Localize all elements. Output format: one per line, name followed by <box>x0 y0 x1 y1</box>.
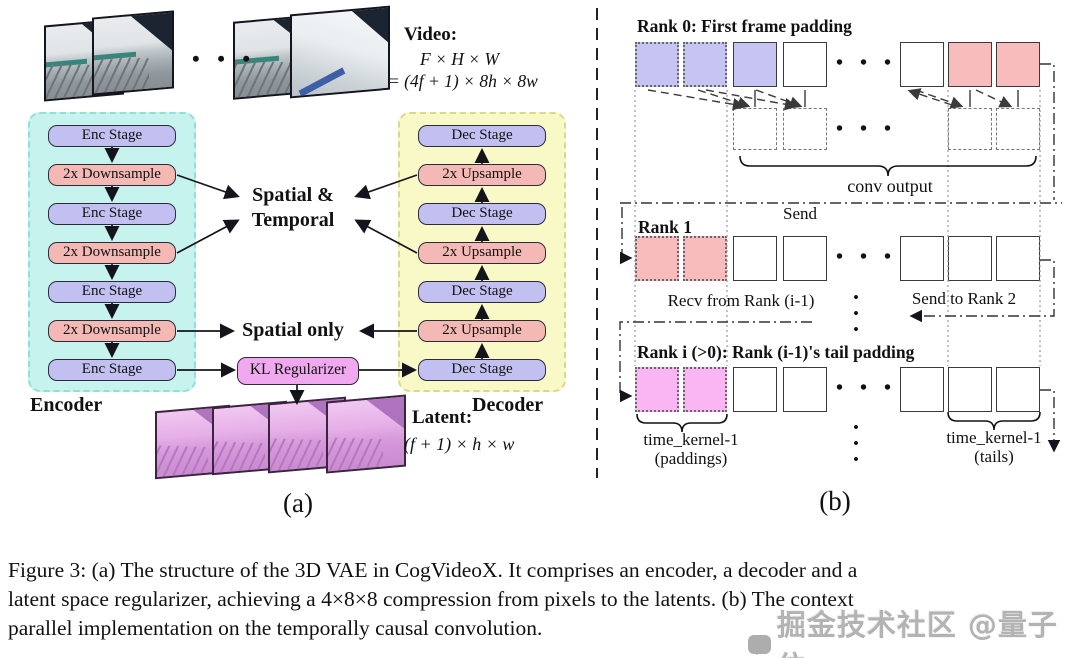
conv-output-square <box>783 108 827 150</box>
spatial-only-label: Spatial only <box>242 319 344 341</box>
train-stripe <box>298 67 346 97</box>
enc-stage-box: Enc Stage <box>48 359 176 381</box>
dec-stage-box: Dec Stage <box>418 125 546 147</box>
rank0-padding-square <box>635 42 679 87</box>
rank1-frame-square <box>948 236 992 281</box>
rank1-frame-square <box>900 236 944 281</box>
conv-kernel-arrows <box>647 88 1013 111</box>
video-ellipsis: • • • <box>192 46 257 71</box>
ranki-frame-square <box>900 367 944 412</box>
latent-frame <box>326 394 406 474</box>
upsample-box: 2x Upsample <box>418 164 546 186</box>
rank1-title: Rank 1 <box>638 217 692 237</box>
rank1-recv-padding-square <box>683 236 727 281</box>
rank0-frame-square <box>900 42 944 87</box>
time-kernel-paddings-label-line1: time_kernel-1 <box>643 430 739 449</box>
ranki-frame-square <box>783 367 827 412</box>
conv-kernel-vertical-lines <box>754 90 1019 107</box>
video-dims-line1: F × H × W <box>420 49 500 69</box>
downsample-box: 2x Downsample <box>48 242 176 264</box>
rank0-tail-square <box>996 42 1040 87</box>
upsample-box: 2x Upsample <box>418 242 546 264</box>
ranki-frame-square <box>996 367 1040 412</box>
time-kernel-tails-label-line2: (tails) <box>974 447 1014 466</box>
rank0-frame-square <box>783 42 827 87</box>
watermark: 掘金技术社区 @量子位 <box>748 602 1074 658</box>
video-label: Video: <box>404 24 458 45</box>
caption-line2: latent space regularizer, achieving a 4×… <box>8 587 854 611</box>
time-kernel-paddings-label-line2: (paddings) <box>654 449 728 468</box>
dec-stage-box: Dec Stage <box>418 203 546 225</box>
latent-tracks <box>268 437 324 474</box>
station-canopy <box>129 10 174 55</box>
ranki-frame-square <box>948 367 992 412</box>
rank0-frame-square <box>733 42 777 87</box>
vertical-ellipsis: • • • <box>853 290 859 338</box>
downsample-box: 2x Downsample <box>48 320 176 342</box>
caption-line1: Figure 3: (a) The structure of the 3D VA… <box>8 558 858 582</box>
video-dims-line2: = (4f + 1) × 8h × 8w <box>388 71 538 91</box>
ranki-ellipsis: • • • <box>836 377 898 399</box>
speech-bubble-icon <box>748 634 771 655</box>
latent-tracks <box>155 444 209 480</box>
dec-stage-box: Dec Stage <box>418 281 546 303</box>
conv-output-square <box>948 108 992 150</box>
recv-from-rank-label: Recv from Rank (i-1) <box>667 291 815 310</box>
upsample-box: 2x Upsample <box>418 320 546 342</box>
spatial-temporal-label-line1: Spatial & <box>252 184 334 206</box>
video-frame-last <box>290 5 390 99</box>
latent-tracks <box>212 440 266 476</box>
enc-stage-box: Enc Stage <box>48 281 176 303</box>
enc-stage-box: Enc Stage <box>48 203 176 225</box>
rank1-frame-square <box>783 236 827 281</box>
figure-caption: Figure 3: (a) The structure of the 3D VA… <box>8 556 1070 643</box>
rank0-tail-square <box>948 42 992 87</box>
conv-ellipsis: • • • <box>836 118 898 140</box>
subfigure-b-label: (b) <box>819 486 851 516</box>
ranki-frame-square <box>733 367 777 412</box>
send-to-rank2-label: Send to Rank 2 <box>911 289 1017 308</box>
encoder-label: Encoder <box>30 394 103 416</box>
video-frame <box>92 10 174 96</box>
send-label: Send <box>783 204 817 223</box>
latent-tracks <box>326 436 383 474</box>
rank0-ellipsis: • • • <box>836 52 898 74</box>
downsample-box: 2x Downsample <box>48 164 176 186</box>
decoder-label: Decoder <box>472 394 544 416</box>
rank0-padding-square <box>683 42 727 87</box>
latent-canopy <box>364 395 406 434</box>
train-tracks <box>92 56 149 96</box>
conv-output-square <box>996 108 1040 150</box>
rank1-ellipsis: • • • <box>836 246 898 268</box>
enc-stage-box: Enc Stage <box>48 125 176 147</box>
ranki-title: Rank i (>0): Rank (i-1)'s tail padding <box>637 342 915 362</box>
station-canopy <box>350 6 390 48</box>
rank0-title: Rank 0: First frame padding <box>637 16 852 36</box>
spatial-temporal-label-line2: Temporal <box>251 209 335 231</box>
conv-output-label: conv output <box>847 176 933 196</box>
caption-line3: parallel implementation on the temporall… <box>8 616 543 640</box>
subfigure-a-label: (a) <box>283 488 313 518</box>
latent-label: Latent: <box>412 407 473 428</box>
rank1-frame-square <box>996 236 1040 281</box>
watermark-text: 掘金技术社区 @量子位 <box>776 608 1059 658</box>
ranki-padding-square <box>635 367 679 412</box>
latent-dims: (f + 1) × h × w <box>404 434 515 454</box>
vertical-ellipsis: • • • <box>853 420 859 468</box>
time-kernel-tails-label-line1: time_kernel-1 <box>946 428 1042 447</box>
train-tracks <box>44 63 100 102</box>
kl-regularizer-box: KL Regularizer <box>237 357 359 385</box>
rank1-frame-square <box>733 236 777 281</box>
ranki-padding-square <box>683 367 727 412</box>
conv-output-square <box>733 108 777 150</box>
dec-stage-box: Dec Stage <box>418 359 546 381</box>
rank1-recv-padding-square <box>635 236 679 281</box>
